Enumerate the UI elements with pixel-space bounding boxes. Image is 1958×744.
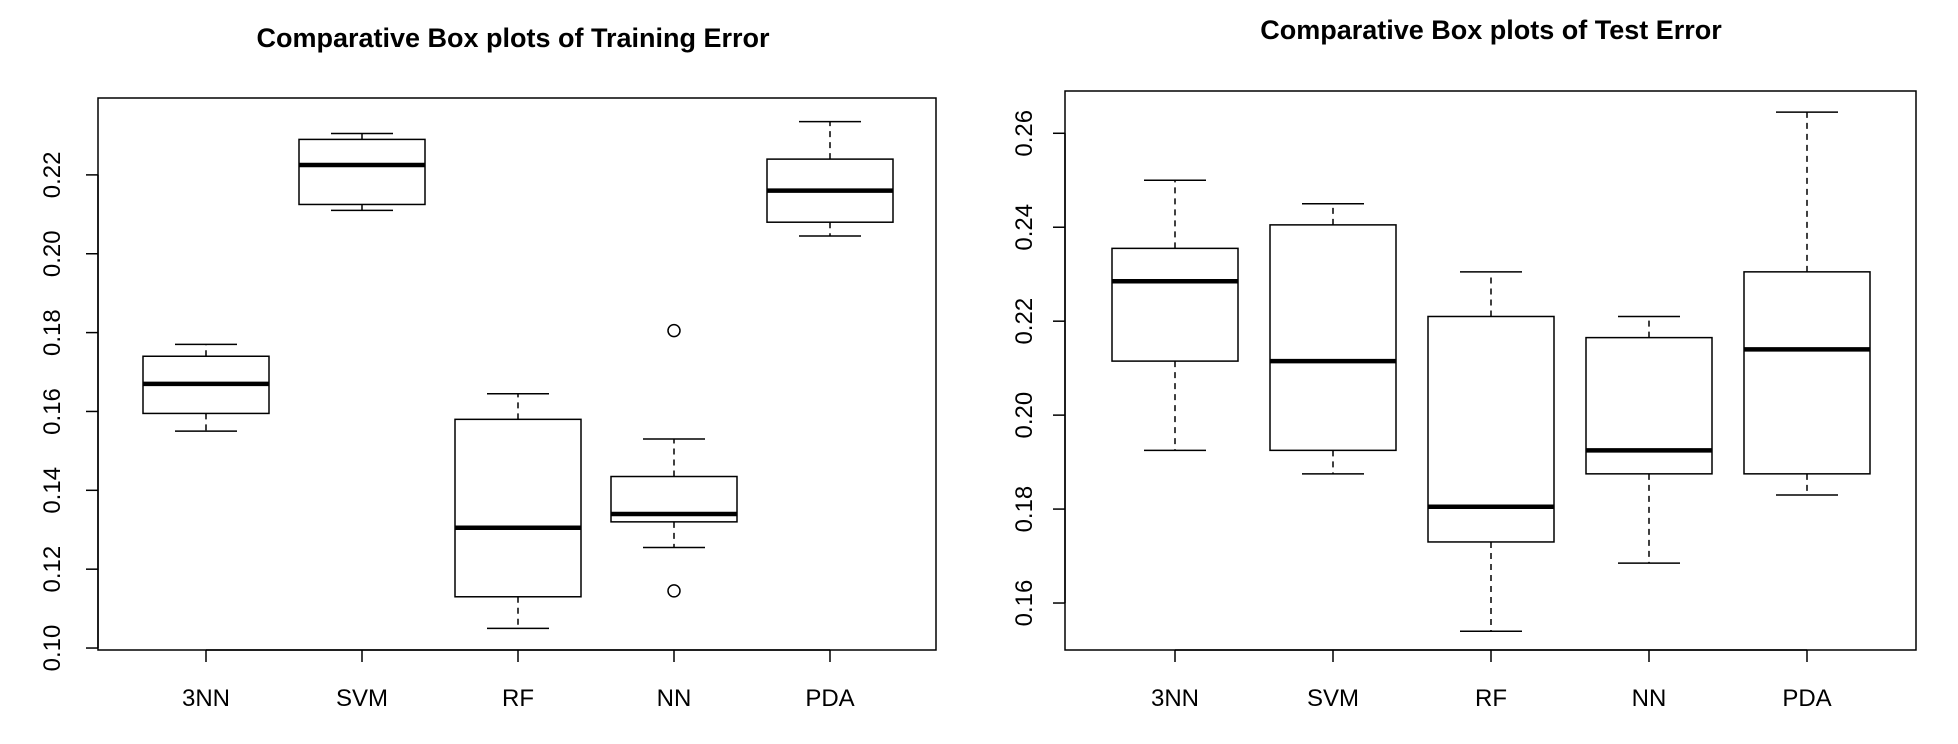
training-x-tick-label-3nn: 3NN (182, 685, 230, 712)
training-nn-outlier (667, 584, 681, 598)
test-y-axis: 0.16 0.18 0.20 0.22 0.24 0.26 (1011, 110, 1066, 627)
test-boxes (1111, 111, 1871, 632)
training-x-axis: 3NN SVM RF NN PDA (182, 649, 855, 712)
training-boxes (142, 120, 894, 630)
training-rf-box-group (454, 392, 582, 630)
test-3nn-box-group (1111, 179, 1239, 452)
test-y-tick-label: 0.16 (1011, 580, 1038, 627)
training-nn-box-group (610, 323, 738, 598)
test-x-tick-label-svm: SVM (1307, 685, 1359, 712)
test-pda-box-group (1743, 111, 1871, 496)
test-y-tick-label: 0.26 (1011, 110, 1038, 157)
test-pda-box (1743, 271, 1871, 475)
training-x-tick-label-rf: RF (502, 685, 534, 712)
training-error-chart: Comparative Box plots of Training Error … (39, 23, 937, 712)
test-x-axis: 3NN SVM RF NN PDA (1151, 649, 1832, 712)
training-y-tick-label: 0.22 (39, 152, 66, 199)
test-x-tick-label-3nn: 3NN (1151, 685, 1199, 712)
test-x-tick-label-pda: PDA (1782, 685, 1831, 712)
training-rf-box (454, 418, 582, 598)
test-3nn-box (1111, 247, 1239, 362)
training-x-tick-label-svm: SVM (336, 685, 388, 712)
test-nn-box (1585, 336, 1713, 475)
training-y-tick-label: 0.10 (39, 625, 66, 672)
training-svm-box-group (298, 132, 426, 212)
training-3nn-box-group (142, 343, 270, 432)
training-y-tick-label: 0.12 (39, 546, 66, 593)
test-svm-box (1269, 224, 1397, 452)
test-error-title: Comparative Box plots of Test Error (1260, 15, 1722, 45)
training-nn-outlier (667, 323, 681, 338)
test-y-tick-label: 0.20 (1011, 392, 1038, 439)
test-rf-box-group (1427, 271, 1555, 632)
test-x-tick-label-rf: RF (1475, 685, 1507, 712)
training-y-tick-label: 0.18 (39, 309, 66, 356)
test-error-chart: Comparative Box plots of Test Error 0.16… (1011, 15, 1917, 712)
training-y-axis: 0.10 0.12 0.14 0.16 0.18 0.20 0.22 (39, 152, 99, 672)
training-svm-box (298, 138, 426, 206)
test-y-tick-label: 0.24 (1011, 204, 1038, 251)
test-nn-box-group (1585, 315, 1713, 564)
test-rf-box (1427, 315, 1555, 543)
test-x-tick-label-nn: NN (1632, 685, 1667, 712)
test-y-tick-label: 0.18 (1011, 486, 1038, 533)
training-x-tick-label-nn: NN (657, 685, 692, 712)
training-x-tick-label-pda: PDA (805, 685, 854, 712)
training-y-tick-label: 0.16 (39, 388, 66, 435)
training-error-title: Comparative Box plots of Training Error (256, 23, 770, 53)
training-y-tick-label: 0.14 (39, 467, 66, 514)
training-pda-box-group (766, 120, 894, 237)
test-y-tick-label: 0.22 (1011, 298, 1038, 345)
training-y-tick-label: 0.20 (39, 230, 66, 277)
test-svm-box-group (1269, 202, 1397, 475)
